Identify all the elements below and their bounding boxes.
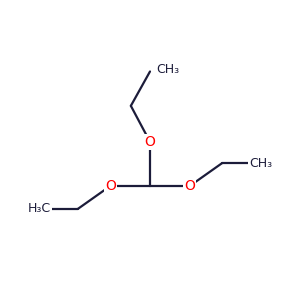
Text: H₃C: H₃C	[28, 202, 51, 215]
Text: CH₃: CH₃	[249, 157, 272, 169]
Text: O: O	[184, 179, 195, 193]
Text: O: O	[105, 179, 116, 193]
Text: CH₃: CH₃	[156, 63, 179, 76]
Text: O: O	[145, 135, 155, 149]
